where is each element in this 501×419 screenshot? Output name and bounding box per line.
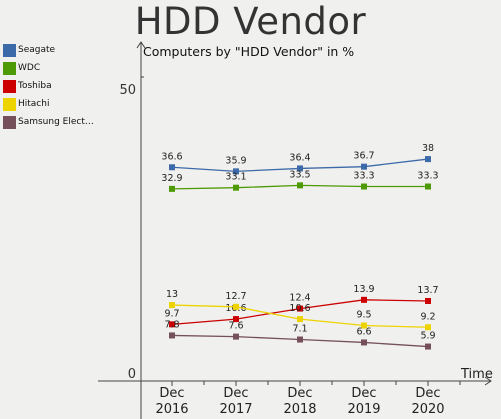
legend-item: Seagate xyxy=(3,43,133,61)
data-point xyxy=(169,302,175,309)
data-point xyxy=(233,333,239,340)
data-point xyxy=(297,336,303,343)
legend-label: Samsung Elect… xyxy=(18,117,94,127)
x-tick-label: 2019 xyxy=(347,402,380,417)
data-label: 9.5 xyxy=(356,310,371,321)
data-label: 36.7 xyxy=(353,151,374,162)
data-point xyxy=(361,322,367,329)
data-point xyxy=(233,316,239,323)
x-tick-label: Dec xyxy=(415,386,440,401)
legend-swatch xyxy=(3,44,16,57)
data-label: 9.2 xyxy=(420,311,435,322)
data-label: 38 xyxy=(422,143,434,154)
x-axis-arrow xyxy=(484,376,492,386)
data-label: 13.7 xyxy=(417,285,438,296)
data-point xyxy=(169,332,175,339)
data-label: 6.6 xyxy=(356,326,371,337)
legend: Seagate WDC Toshiba Hitachi Samsung Elect… xyxy=(3,43,133,133)
data-point xyxy=(169,321,175,328)
data-label: 33.3 xyxy=(417,171,438,182)
data-point xyxy=(297,316,303,323)
data-label: 36.4 xyxy=(289,152,310,163)
data-point xyxy=(233,184,239,191)
data-point xyxy=(297,305,303,312)
x-tick-label: 2017 xyxy=(219,402,252,417)
data-point xyxy=(233,303,239,310)
legend-item: Hitachi xyxy=(3,97,133,115)
data-label: 12.4 xyxy=(289,293,310,304)
legend-label: WDC xyxy=(18,63,41,73)
data-label: 10.6 xyxy=(289,303,310,314)
chart-title: HDD Vendor xyxy=(134,0,367,43)
x-tick-label: Dec xyxy=(287,386,312,401)
data-point xyxy=(425,183,431,190)
x-tick-label: 2016 xyxy=(155,402,188,417)
data-point xyxy=(361,183,367,190)
x-axis-label: Time xyxy=(460,367,493,382)
legend-item: Toshiba xyxy=(3,79,133,97)
y-axis-arrow xyxy=(136,41,146,49)
data-label: 36.6 xyxy=(161,151,182,162)
data-point xyxy=(169,185,175,192)
x-tick-label: Dec xyxy=(159,386,184,401)
data-label: 32.9 xyxy=(161,173,182,184)
legend-swatch xyxy=(3,98,16,111)
chart-subtitle: Computers by "HDD Vendor" in % xyxy=(143,44,354,59)
data-point xyxy=(425,343,431,350)
legend-label: Toshiba xyxy=(18,81,52,91)
x-tick-label: 2018 xyxy=(283,402,316,417)
x-tick-label: 2020 xyxy=(411,402,444,417)
data-label: 12.7 xyxy=(225,291,246,302)
data-point xyxy=(297,165,303,172)
data-label: 13.9 xyxy=(353,284,374,295)
data-label: 13 xyxy=(166,289,178,300)
legend-swatch xyxy=(3,80,16,93)
data-label: 33.3 xyxy=(353,171,374,182)
data-label: 7.8 xyxy=(164,319,179,330)
legend-swatch xyxy=(3,116,16,129)
legend-item: Samsung Elect… xyxy=(3,115,133,133)
legend-swatch xyxy=(3,62,16,75)
data-label: 33.1 xyxy=(225,172,246,183)
x-tick-label: Dec xyxy=(223,386,248,401)
data-label: 33.5 xyxy=(289,169,310,180)
legend-label: Seagate xyxy=(18,45,56,55)
y-tick-label: 50 xyxy=(119,83,136,98)
data-point xyxy=(169,164,175,171)
data-point xyxy=(361,339,367,346)
legend-item: WDC xyxy=(3,61,133,79)
data-point xyxy=(297,182,303,189)
data-label: 9.7 xyxy=(164,308,179,319)
y-tick-label: 0 xyxy=(128,367,136,382)
data-point xyxy=(233,168,239,175)
x-tick-label: Dec xyxy=(351,386,376,401)
data-point xyxy=(425,324,431,331)
data-label: 7.6 xyxy=(228,321,243,332)
data-point xyxy=(361,296,367,303)
data-point xyxy=(425,297,431,304)
data-label: 5.9 xyxy=(420,331,435,342)
data-label: 35.9 xyxy=(225,155,246,166)
data-label: 7.1 xyxy=(292,324,307,335)
legend-label: Hitachi xyxy=(18,99,50,109)
data-point xyxy=(425,156,431,163)
data-point xyxy=(361,163,367,170)
